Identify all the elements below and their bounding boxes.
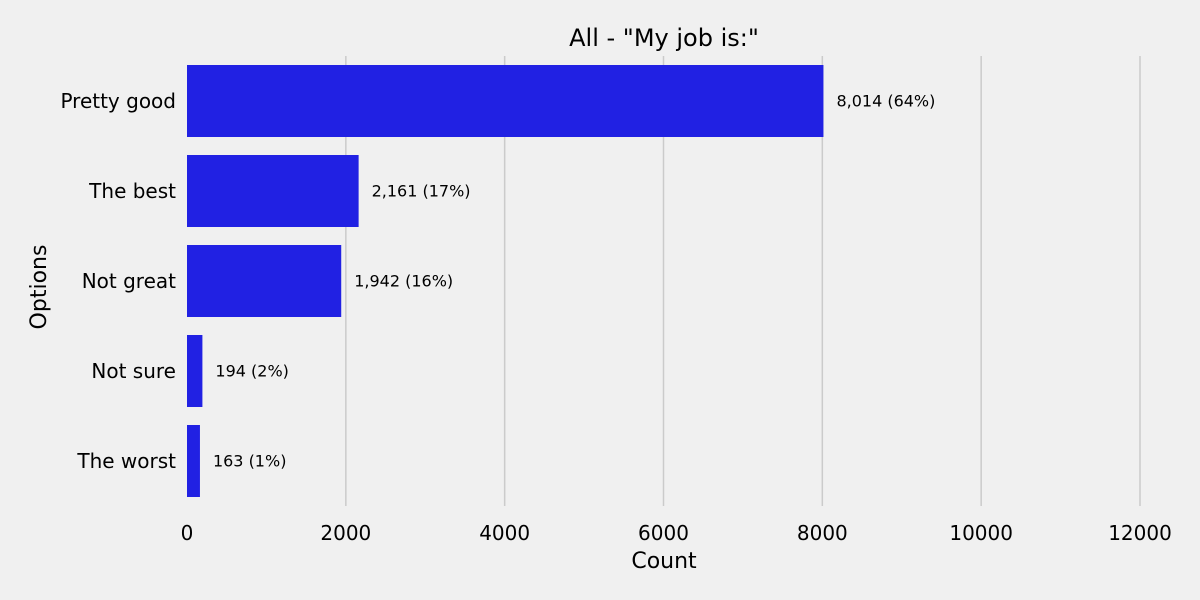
bar [187, 425, 200, 497]
data-label: 8,014 (64%) [836, 92, 935, 111]
bar [187, 245, 342, 317]
y-tick-labels: Pretty good The best Not great Not sure The … [60, 89, 176, 473]
y-tick-label: Pretty good [60, 89, 176, 113]
data-labels: 8,014 (64%) 2,161 (17%) 1,942 (16%) 194 (2%… [213, 92, 935, 471]
data-label: 2,161 (17%) [372, 182, 471, 201]
x-tick-label: 6000 [638, 521, 689, 545]
x-axis-label: Count [631, 549, 697, 574]
y-tick-label: The worst [76, 449, 176, 473]
x-tick-label: 12000 [1108, 521, 1172, 545]
bar [187, 335, 203, 407]
x-tick-label: 8000 [797, 521, 848, 545]
data-label: 1,942 (16%) [354, 272, 453, 291]
x-tick-label: 0 [181, 521, 194, 545]
bar [187, 65, 824, 137]
y-tick-label: Not great [82, 269, 176, 293]
y-axis-label: Options [27, 245, 52, 330]
x-tick-labels: 0 2000 4000 6000 8000 10000 12000 [181, 521, 1172, 545]
chart-title: All - "My job is:" [569, 24, 759, 52]
data-label: 194 (2%) [215, 362, 289, 381]
bars [187, 65, 824, 497]
x-tick-label: 10000 [949, 521, 1013, 545]
y-tick-label: The best [88, 179, 176, 203]
y-tick-label: Not sure [91, 359, 176, 383]
data-label: 163 (1%) [213, 452, 287, 471]
bar [187, 155, 359, 227]
x-tick-label: 2000 [320, 521, 371, 545]
x-tick-label: 4000 [479, 521, 530, 545]
